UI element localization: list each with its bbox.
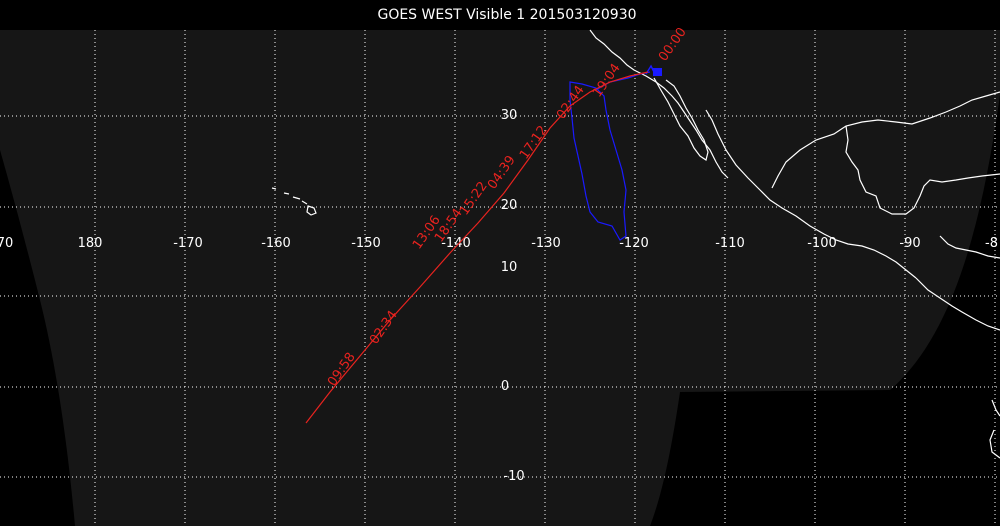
longitude-labels: 70 180 -170 -160 -150 -140 -130 -120 -11… — [0, 236, 998, 251]
mexico-coast — [705, 109, 917, 279]
lon-label: -150 — [351, 236, 381, 251]
south-america-coast — [989, 399, 1000, 459]
lon-label: -110 — [715, 236, 745, 251]
lon-label: -90 — [899, 236, 920, 251]
baja-peninsula — [653, 77, 709, 161]
image-title: GOES WEST Visible 1 201503120930 — [377, 7, 636, 23]
graticule — [0, 30, 1000, 526]
coastlines — [271, 29, 1000, 459]
lon-label: 180 — [78, 236, 103, 251]
latitude-labels: 30 20 10 0 -10 — [501, 108, 525, 484]
lat-label: 30 — [501, 108, 518, 123]
central-america-coast — [915, 235, 1000, 331]
lon-label: -160 — [261, 236, 291, 251]
earth-disk — [0, 30, 1000, 526]
lon-label: -140 — [441, 236, 471, 251]
hawaii-islands — [271, 187, 317, 216]
source-marker — [653, 68, 662, 76]
source-marker-arrow — [645, 64, 655, 75]
lat-label: 10 — [501, 260, 518, 275]
lon-label: -130 — [531, 236, 561, 251]
lon-label: -170 — [173, 236, 203, 251]
lat-label: 20 — [501, 198, 518, 213]
lat-label: -10 — [503, 469, 524, 484]
lon-label: -8 — [985, 236, 998, 251]
lon-label: -120 — [619, 236, 649, 251]
trajectory-line — [305, 71, 649, 424]
lon-label: 70 — [0, 236, 13, 251]
lat-label: 0 — [501, 379, 509, 394]
california-coast — [589, 29, 729, 179]
lon-label: -100 — [807, 236, 837, 251]
gulf-coast — [771, 91, 1000, 215]
